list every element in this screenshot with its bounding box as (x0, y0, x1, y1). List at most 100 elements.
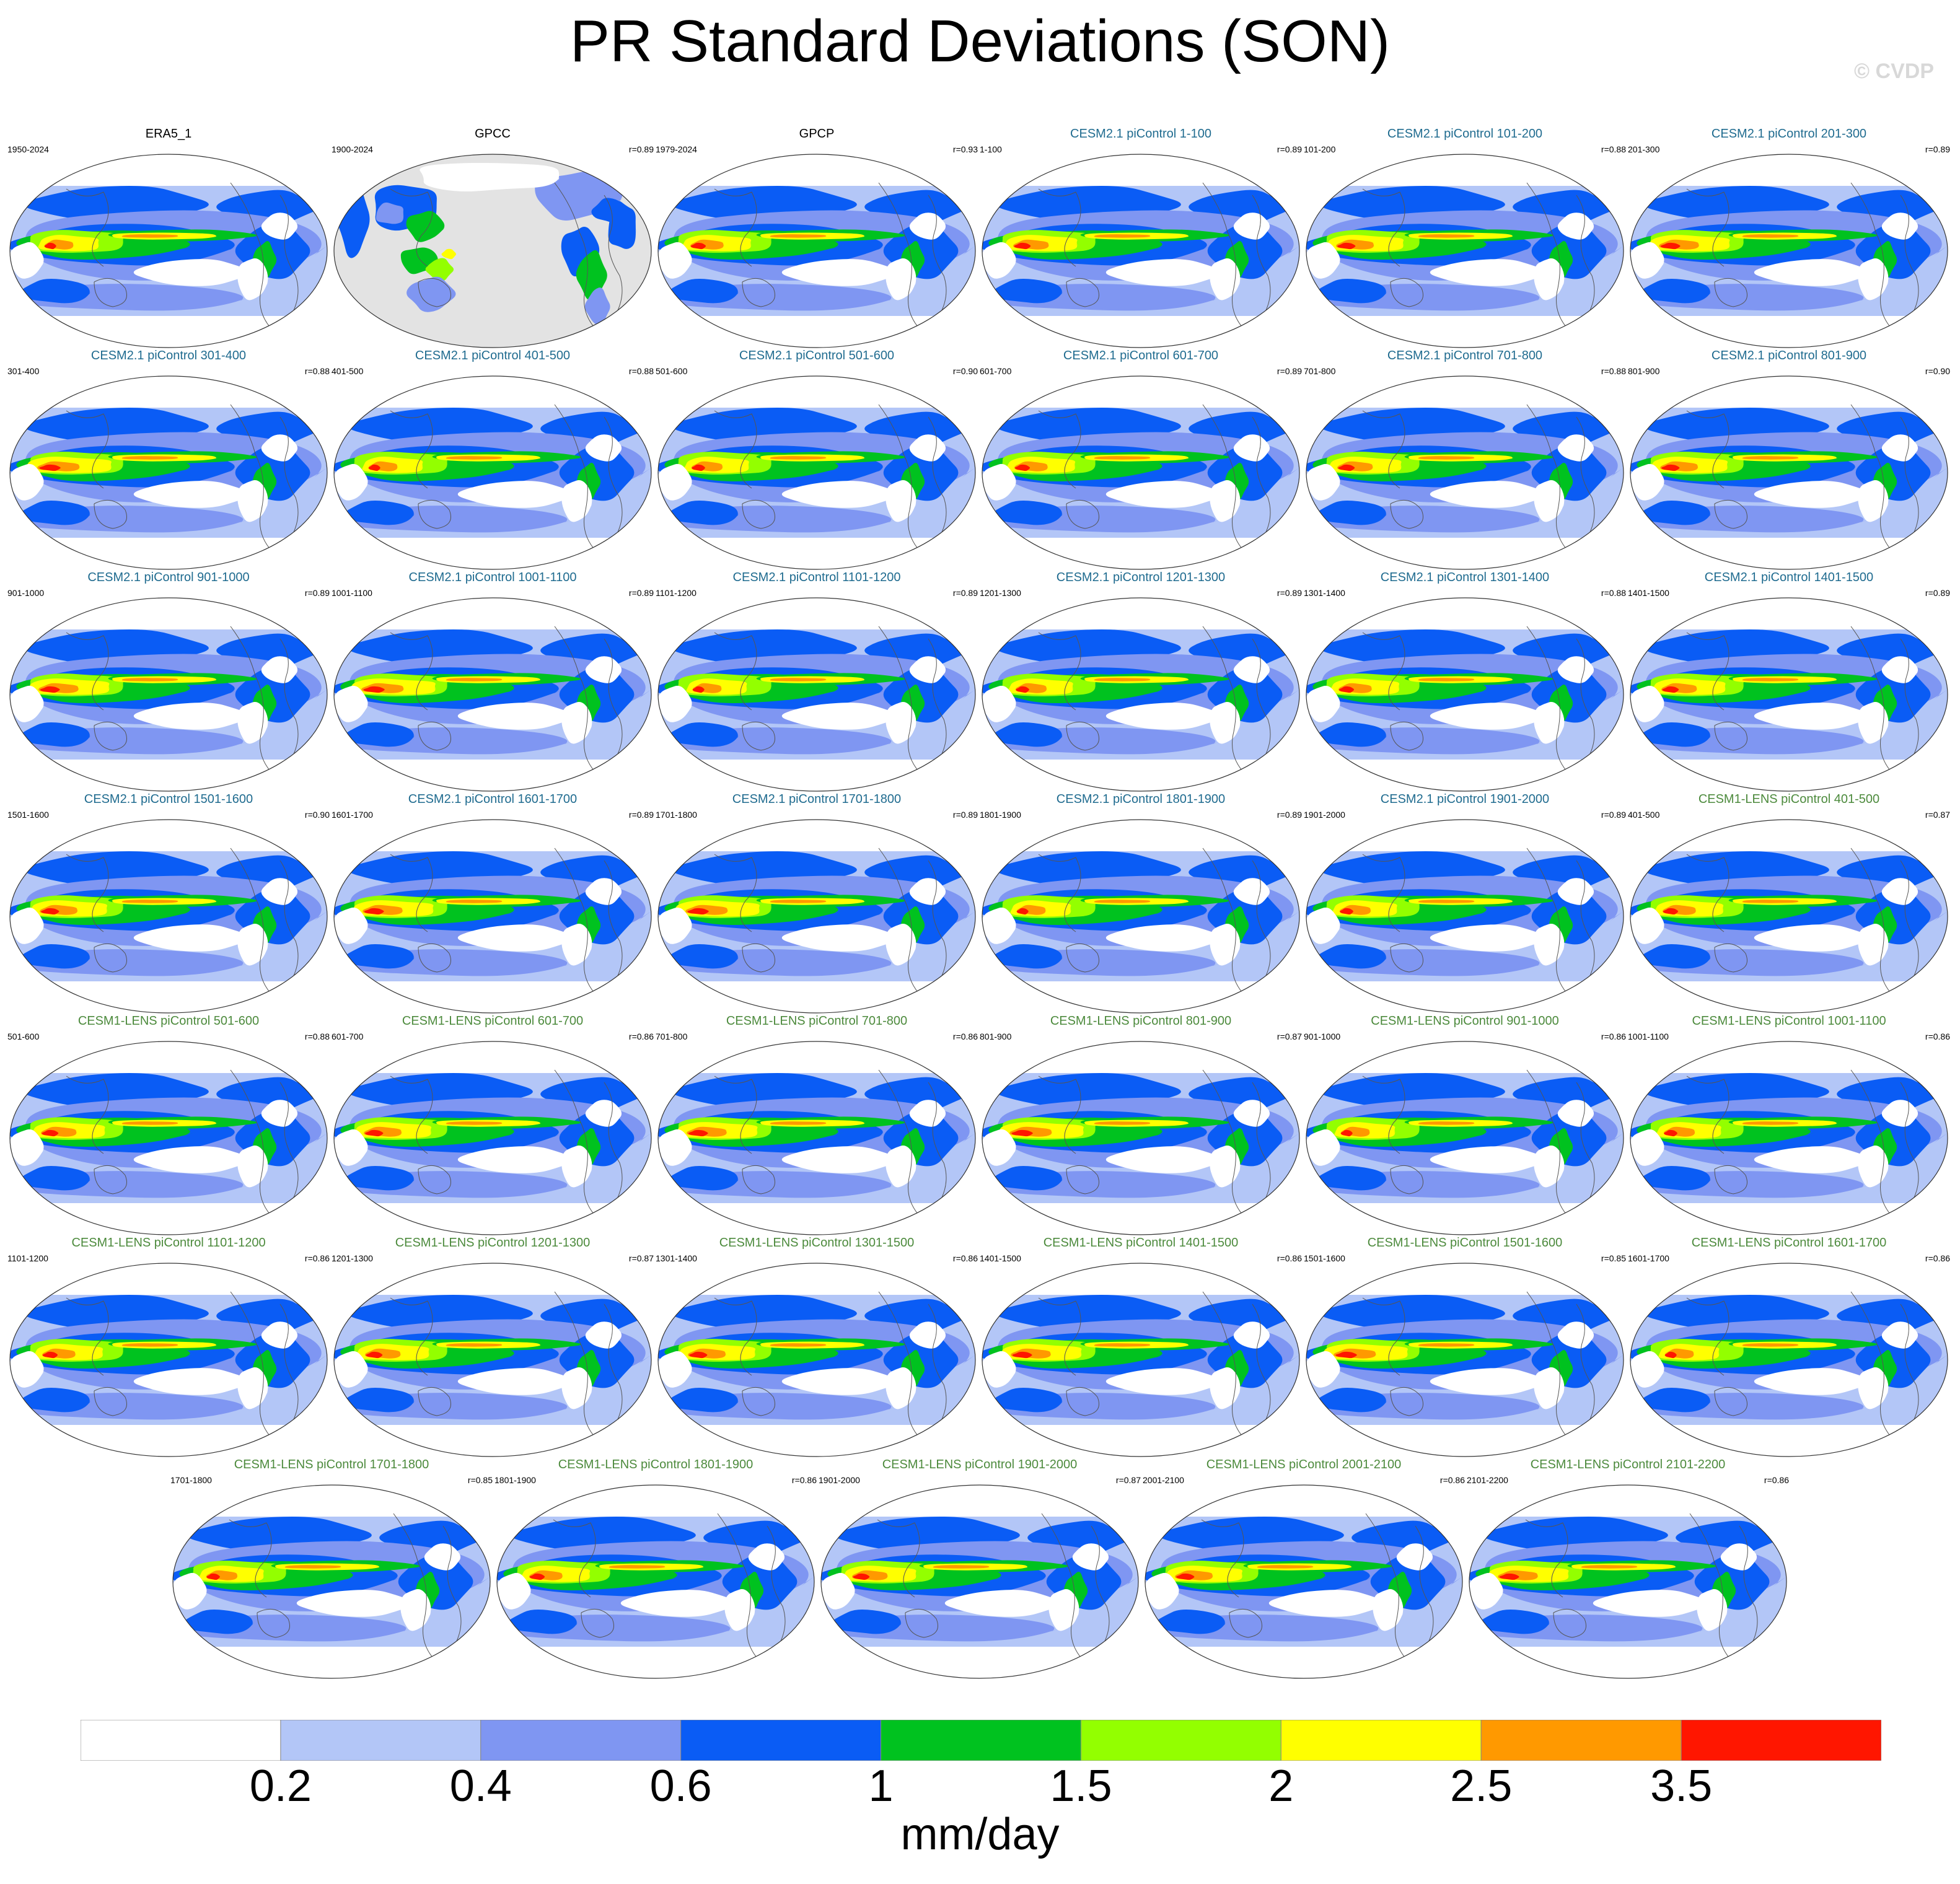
map-outline (982, 154, 1300, 348)
polar-shade-north (658, 154, 975, 186)
panel-period: 2101-2200 (1467, 1475, 1508, 1485)
coastline (230, 404, 275, 554)
dry-zone (1754, 703, 1877, 730)
precip-shade (688, 1129, 709, 1137)
panel-period: 1001-1100 (332, 588, 372, 598)
map-panel: CESM1-LENS piControl 1201-1300 1201-1300 r… (332, 1236, 654, 1457)
coastline (1576, 195, 1595, 313)
panel-period: 1401-1500 (1628, 588, 1669, 598)
map-outline (172, 1484, 491, 1679)
map-plot (820, 1484, 1139, 1679)
precip-shade (1742, 1121, 1799, 1125)
map-outline (9, 154, 328, 348)
precip-shade (993, 944, 1063, 969)
polar-shade-south (982, 316, 1299, 348)
map-plot (1630, 597, 1948, 792)
dry-zone (781, 259, 905, 286)
coastline (66, 854, 109, 932)
precip-shade (1742, 678, 1799, 681)
dry-zone (1105, 703, 1229, 730)
coastline (714, 188, 757, 267)
dry-zone (10, 242, 45, 279)
coastline (66, 632, 109, 711)
map-plot (333, 154, 652, 348)
panel-title: CESM2.1 piControl 301-400 (90, 349, 247, 362)
polar-shade-south (1630, 538, 1948, 569)
panel-period: 201-300 (1628, 144, 1660, 154)
map-panel: CESM2.1 piControl 1701-1800 1701-1800 r=0.… (656, 792, 978, 1014)
precip-shade (669, 722, 739, 747)
precip-shade (42, 1351, 58, 1359)
polar-shade-south (1306, 981, 1624, 1013)
precip-shade (1641, 278, 1712, 304)
precip-shade (529, 1573, 545, 1580)
map-panel: GPCP 1979-2024 r=0.93 (656, 127, 978, 348)
precip-shade (993, 500, 1063, 525)
polar-shade-south (1630, 316, 1948, 348)
panel-correlation: r=0.89 (628, 588, 654, 598)
precip-shade (770, 678, 827, 681)
polar-shade-north (10, 820, 327, 851)
precip-shade (669, 278, 739, 304)
precip-shade (1156, 1609, 1226, 1634)
dry-zone (1593, 1590, 1716, 1617)
coastline (878, 404, 923, 554)
panel-correlation: r=0.86 (304, 1253, 330, 1263)
precip-shade (1661, 464, 1681, 471)
dry-zone (173, 1572, 208, 1610)
polar-shade-south (821, 1647, 1138, 1678)
colorbar-swatch (1681, 1720, 1881, 1761)
coastline (1066, 1387, 1099, 1416)
precip-shade (446, 1121, 503, 1125)
land-shade (425, 258, 455, 281)
coastline (554, 848, 599, 997)
panel-title: CESM2.1 piControl 1501-1600 (84, 792, 253, 806)
panel-correlation: r=0.88 (1601, 588, 1626, 598)
panel-correlation: r=0.88 (1601, 144, 1626, 154)
dry-zone (1557, 656, 1595, 683)
land-shade (420, 162, 560, 192)
panel-period: 1201-1300 (332, 1253, 373, 1263)
map-panel: CESM1-LENS piControl 1101-1200 1101-1200 r… (7, 1236, 330, 1457)
map-plot (1306, 375, 1624, 570)
dry-zone (585, 434, 623, 462)
dry-zone (1233, 212, 1271, 240)
colorbar-tick-label: 1.5 (1050, 1761, 1112, 1811)
dry-zone (620, 1590, 744, 1617)
coastline (714, 1297, 757, 1376)
map-plot (1630, 819, 1948, 1014)
map-panel: CESM2.1 piControl 801-900 801-900 r=0.90 (1628, 349, 1950, 570)
panel-title: CESM2.1 piControl 1301-1400 (1380, 571, 1550, 584)
coastline (1686, 1076, 1729, 1154)
polar-shade-south (1306, 316, 1624, 348)
map-panel: CESM2.1 piControl 1401-1500 1401-1500 r=0.… (1628, 571, 1950, 792)
precip-shade (1641, 1165, 1712, 1191)
precip-shade (1742, 1343, 1799, 1347)
panel-correlation: r=0.87 (628, 1253, 654, 1263)
precip-shade (446, 1343, 503, 1347)
precip-shade (121, 1343, 178, 1347)
colorbar-tick-label: 0.6 (649, 1761, 712, 1811)
panel-title: CESM2.1 piControl 1201-1300 (1056, 571, 1226, 584)
panel-correlation: r=0.85 (467, 1475, 493, 1485)
precip-shade (1664, 1351, 1677, 1359)
map-outline (820, 1484, 1139, 1679)
coastline (1576, 1082, 1595, 1201)
panel-correlation: r=0.87 (1115, 1475, 1141, 1485)
coastline (279, 1082, 299, 1201)
coastline (1252, 1082, 1271, 1201)
precip-shade (1014, 464, 1031, 471)
dry-zone (1233, 434, 1271, 462)
panel-title: CESM1-LENS piControl 1101-1200 (71, 1236, 266, 1250)
dry-zone (1557, 1321, 1595, 1349)
dry-zone (585, 656, 623, 683)
dry-zone (1881, 656, 1919, 683)
land-shade (407, 276, 459, 312)
coastline (66, 410, 109, 489)
polar-shade-north (10, 598, 327, 629)
panel-period: 1101-1200 (656, 588, 697, 598)
precip-shade (1094, 900, 1151, 903)
precip-shade (770, 234, 827, 238)
panel-correlation: r=0.89 (1925, 588, 1950, 598)
dry-zone (10, 1351, 45, 1388)
